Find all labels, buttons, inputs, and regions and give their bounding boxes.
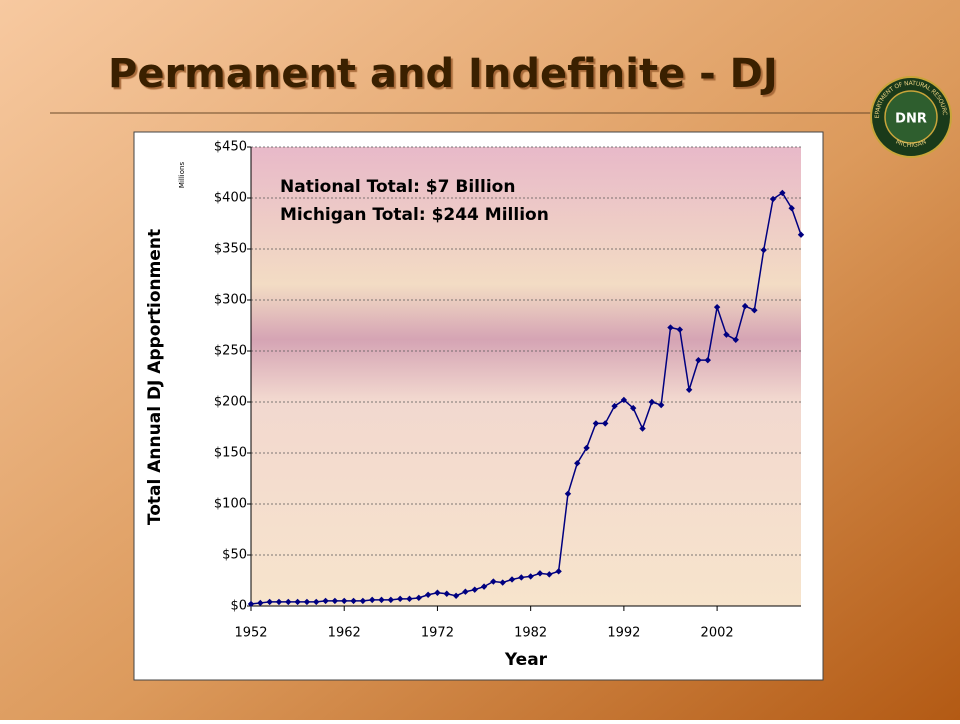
plot-area xyxy=(251,147,801,606)
data-point xyxy=(275,598,283,606)
data-point xyxy=(313,598,320,606)
data-point xyxy=(406,595,413,603)
logo-text: DNR xyxy=(895,112,927,127)
data-point xyxy=(359,597,367,605)
data-point xyxy=(536,570,544,577)
data-point xyxy=(685,386,693,393)
y-axis-title: Total Annual DJ Apportionment xyxy=(145,229,165,525)
data-point xyxy=(574,460,581,467)
data-point xyxy=(424,591,432,598)
logo-ring-bottom: MICHIGAN xyxy=(895,138,928,149)
y-tick-label: $200 xyxy=(214,395,247,410)
data-point xyxy=(443,590,450,597)
data-point xyxy=(452,592,460,599)
data-point xyxy=(471,586,478,593)
data-point xyxy=(378,596,385,604)
data-point xyxy=(480,583,488,590)
data-point xyxy=(630,404,637,412)
x-tick-label: 1982 xyxy=(514,626,547,641)
data-point xyxy=(247,600,255,608)
data-point xyxy=(527,573,534,580)
data-point xyxy=(751,307,758,314)
annotation: National Total: $7 Billion xyxy=(280,177,515,197)
y-tick-label: $50 xyxy=(222,548,247,563)
data-point xyxy=(657,401,665,409)
data-point xyxy=(285,598,292,606)
data-point xyxy=(713,303,721,311)
data-point xyxy=(462,588,469,595)
data-point xyxy=(611,402,618,410)
data-point xyxy=(434,589,441,596)
y-tick-label: $0 xyxy=(230,599,247,614)
data-point xyxy=(546,571,553,578)
data-point xyxy=(779,189,786,197)
data-point xyxy=(499,579,506,586)
data-point xyxy=(797,231,805,238)
x-tick-label: 1992 xyxy=(607,626,640,641)
x-tick-label: 1972 xyxy=(421,626,454,641)
data-point xyxy=(592,420,600,427)
data-point xyxy=(639,425,646,432)
y-tick-label: $300 xyxy=(214,293,247,308)
data-point xyxy=(676,326,684,333)
data-point xyxy=(723,331,730,338)
data-point xyxy=(667,324,674,331)
data-point xyxy=(741,302,749,310)
data-point xyxy=(583,444,590,452)
y-tick-label: $350 xyxy=(214,242,247,257)
data-point xyxy=(490,578,497,585)
x-tick-label: 2002 xyxy=(701,626,734,641)
data-point xyxy=(294,598,301,606)
data-point xyxy=(704,356,711,364)
data-point xyxy=(555,568,562,575)
y-tick-label: $400 xyxy=(214,191,247,206)
y-tick-label: $100 xyxy=(214,497,247,512)
data-point xyxy=(508,576,516,583)
x-tick-label: 1962 xyxy=(328,626,361,641)
data-point xyxy=(518,574,525,581)
x-axis-title: Year xyxy=(504,650,548,670)
data-point xyxy=(322,597,329,605)
data-point xyxy=(257,599,264,607)
data-point xyxy=(303,598,311,606)
annotation: Michigan Total: $244 Million xyxy=(280,205,549,225)
data-point xyxy=(331,597,339,605)
data-point xyxy=(769,195,777,203)
data-point xyxy=(396,595,404,603)
data-point xyxy=(368,596,376,604)
data-point xyxy=(620,396,628,404)
data-point xyxy=(350,597,357,605)
data-point xyxy=(648,398,656,406)
data-point xyxy=(341,597,348,605)
data-point xyxy=(387,596,395,604)
data-point xyxy=(564,490,572,497)
data-point xyxy=(266,598,273,606)
data-point xyxy=(695,356,702,364)
y-tick-label: $150 xyxy=(214,446,247,461)
y-unit: Millions xyxy=(178,162,186,189)
data-point xyxy=(760,246,767,254)
slide-title: Permanent and Indefinite - DJ xyxy=(108,51,778,97)
data-point xyxy=(732,336,739,343)
y-tick-label: $250 xyxy=(214,344,247,359)
data-point xyxy=(415,594,422,602)
logo-ring-bottom-text: MICHIGAN xyxy=(895,138,928,149)
data-point xyxy=(602,420,609,427)
logo-center xyxy=(884,90,938,144)
y-tick-label: $450 xyxy=(214,140,247,155)
x-tick-label: 1952 xyxy=(234,626,267,641)
data-point xyxy=(788,205,795,212)
